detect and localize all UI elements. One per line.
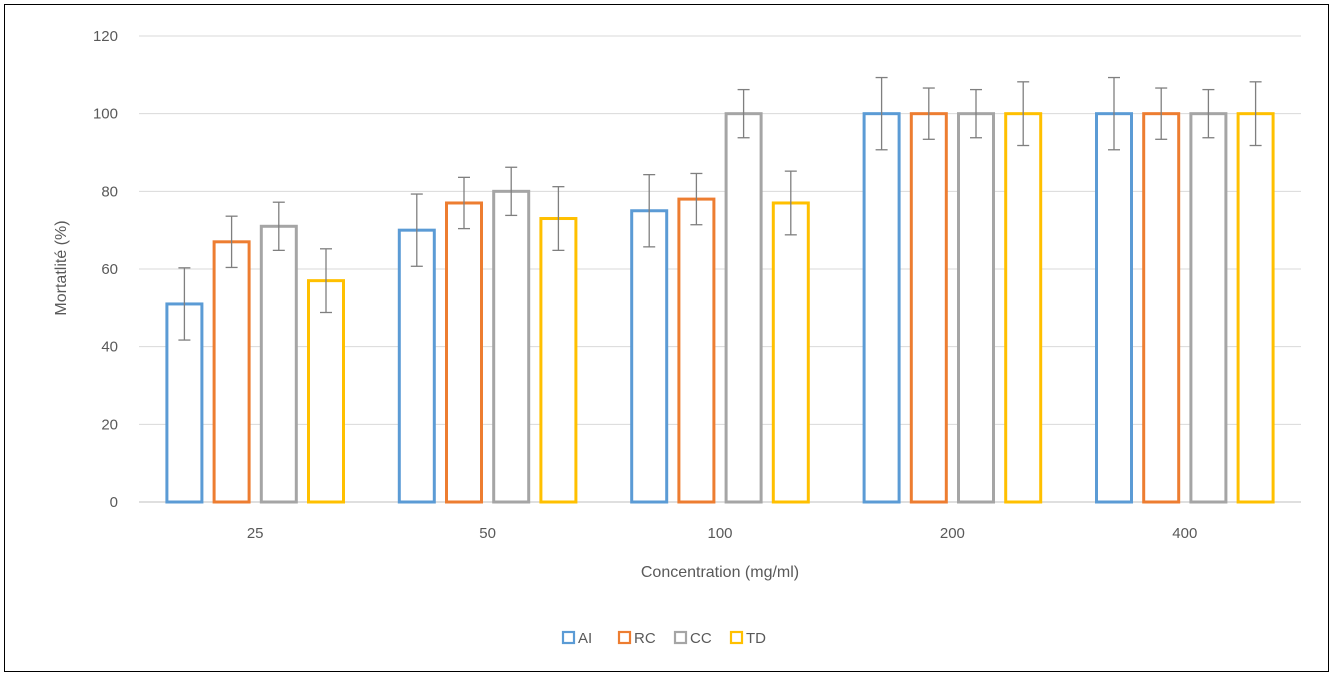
error-bars bbox=[178, 76, 1262, 341]
error-bar-cc-400 bbox=[1202, 88, 1215, 139]
x-tick-label: 25 bbox=[247, 525, 264, 542]
y-tick-label: 100 bbox=[93, 106, 118, 123]
x-tick-label: 400 bbox=[1172, 525, 1197, 542]
y-tick-label: 120 bbox=[93, 28, 118, 45]
error-bar-td-25 bbox=[320, 248, 332, 314]
y-tick-label: 80 bbox=[101, 183, 118, 200]
error-bar-ai-200 bbox=[875, 76, 888, 151]
bar-td-400 bbox=[1236, 112, 1275, 504]
bar-td-25 bbox=[307, 279, 345, 504]
x-axis-ticks: 25 50 100 200 400 bbox=[247, 525, 1197, 542]
error-bar-ai-50 bbox=[410, 193, 423, 267]
error-bar-ai-400 bbox=[1108, 76, 1120, 151]
legend-item-cc: CC bbox=[673, 630, 712, 647]
error-bar-td-50 bbox=[552, 186, 565, 252]
x-axis-title: Concentration (mg/ml) bbox=[641, 564, 799, 581]
y-axis-ticks: 0 20 40 60 80 100 120 bbox=[93, 28, 118, 511]
error-bar-td-100 bbox=[784, 170, 797, 236]
error-bar-cc-100 bbox=[737, 88, 750, 139]
error-bar-rc-25 bbox=[225, 215, 238, 269]
bar-cc-400 bbox=[1189, 112, 1228, 504]
error-bar-cc-200 bbox=[970, 88, 982, 139]
bar-cc-25 bbox=[259, 224, 298, 504]
bar-td-50 bbox=[539, 217, 578, 504]
error-bar-rc-200 bbox=[922, 87, 935, 140]
bar-rc-100 bbox=[677, 197, 716, 504]
bar-cc-50 bbox=[492, 189, 531, 504]
bar-td-100 bbox=[771, 201, 810, 504]
bar-ai-100 bbox=[630, 209, 669, 504]
y-tick-label: 60 bbox=[101, 261, 118, 278]
legend-label: TD bbox=[746, 630, 766, 647]
bar-ai-400 bbox=[1095, 112, 1133, 504]
y-axis-title: Mortatlité (%) bbox=[53, 220, 70, 315]
legend-swatch bbox=[729, 630, 744, 645]
legend-swatch bbox=[561, 630, 576, 645]
bars bbox=[165, 112, 1275, 504]
bar-ai-50 bbox=[397, 228, 436, 504]
bar-rc-25 bbox=[212, 240, 251, 504]
bar-cc-200 bbox=[957, 112, 995, 504]
legend-swatch bbox=[617, 630, 632, 645]
legend-label: CC bbox=[690, 630, 712, 647]
error-bar-rc-400 bbox=[1155, 87, 1168, 140]
y-tick-label: 20 bbox=[101, 416, 118, 433]
legend-swatch bbox=[673, 630, 688, 645]
x-tick-label: 200 bbox=[940, 525, 965, 542]
y-tick-label: 40 bbox=[101, 339, 118, 356]
legend: AI RC CC TD bbox=[561, 630, 766, 647]
legend-item-ai: AI bbox=[561, 630, 592, 647]
error-bar-rc-50 bbox=[458, 176, 470, 230]
legend-label: AI bbox=[578, 630, 592, 647]
bar-cc-100 bbox=[724, 112, 763, 504]
error-bar-td-400 bbox=[1249, 81, 1262, 147]
error-bar-rc-100 bbox=[690, 172, 703, 226]
x-tick-label: 50 bbox=[479, 525, 496, 542]
bar-rc-400 bbox=[1142, 112, 1181, 504]
legend-item-td: TD bbox=[729, 630, 766, 647]
error-bar-cc-50 bbox=[505, 166, 518, 217]
error-bar-ai-25 bbox=[178, 267, 191, 341]
error-bar-td-200 bbox=[1017, 81, 1030, 147]
bar-rc-50 bbox=[445, 201, 483, 504]
legend-item-rc: RC bbox=[617, 630, 656, 647]
bar-ai-200 bbox=[862, 112, 901, 504]
x-tick-label: 100 bbox=[707, 525, 732, 542]
error-bar-ai-100 bbox=[643, 173, 656, 248]
error-bar-cc-25 bbox=[272, 201, 285, 252]
bar-rc-200 bbox=[909, 112, 948, 504]
y-tick-label: 0 bbox=[110, 494, 118, 511]
bar-td-200 bbox=[1004, 112, 1043, 504]
legend-label: RC bbox=[634, 630, 656, 647]
